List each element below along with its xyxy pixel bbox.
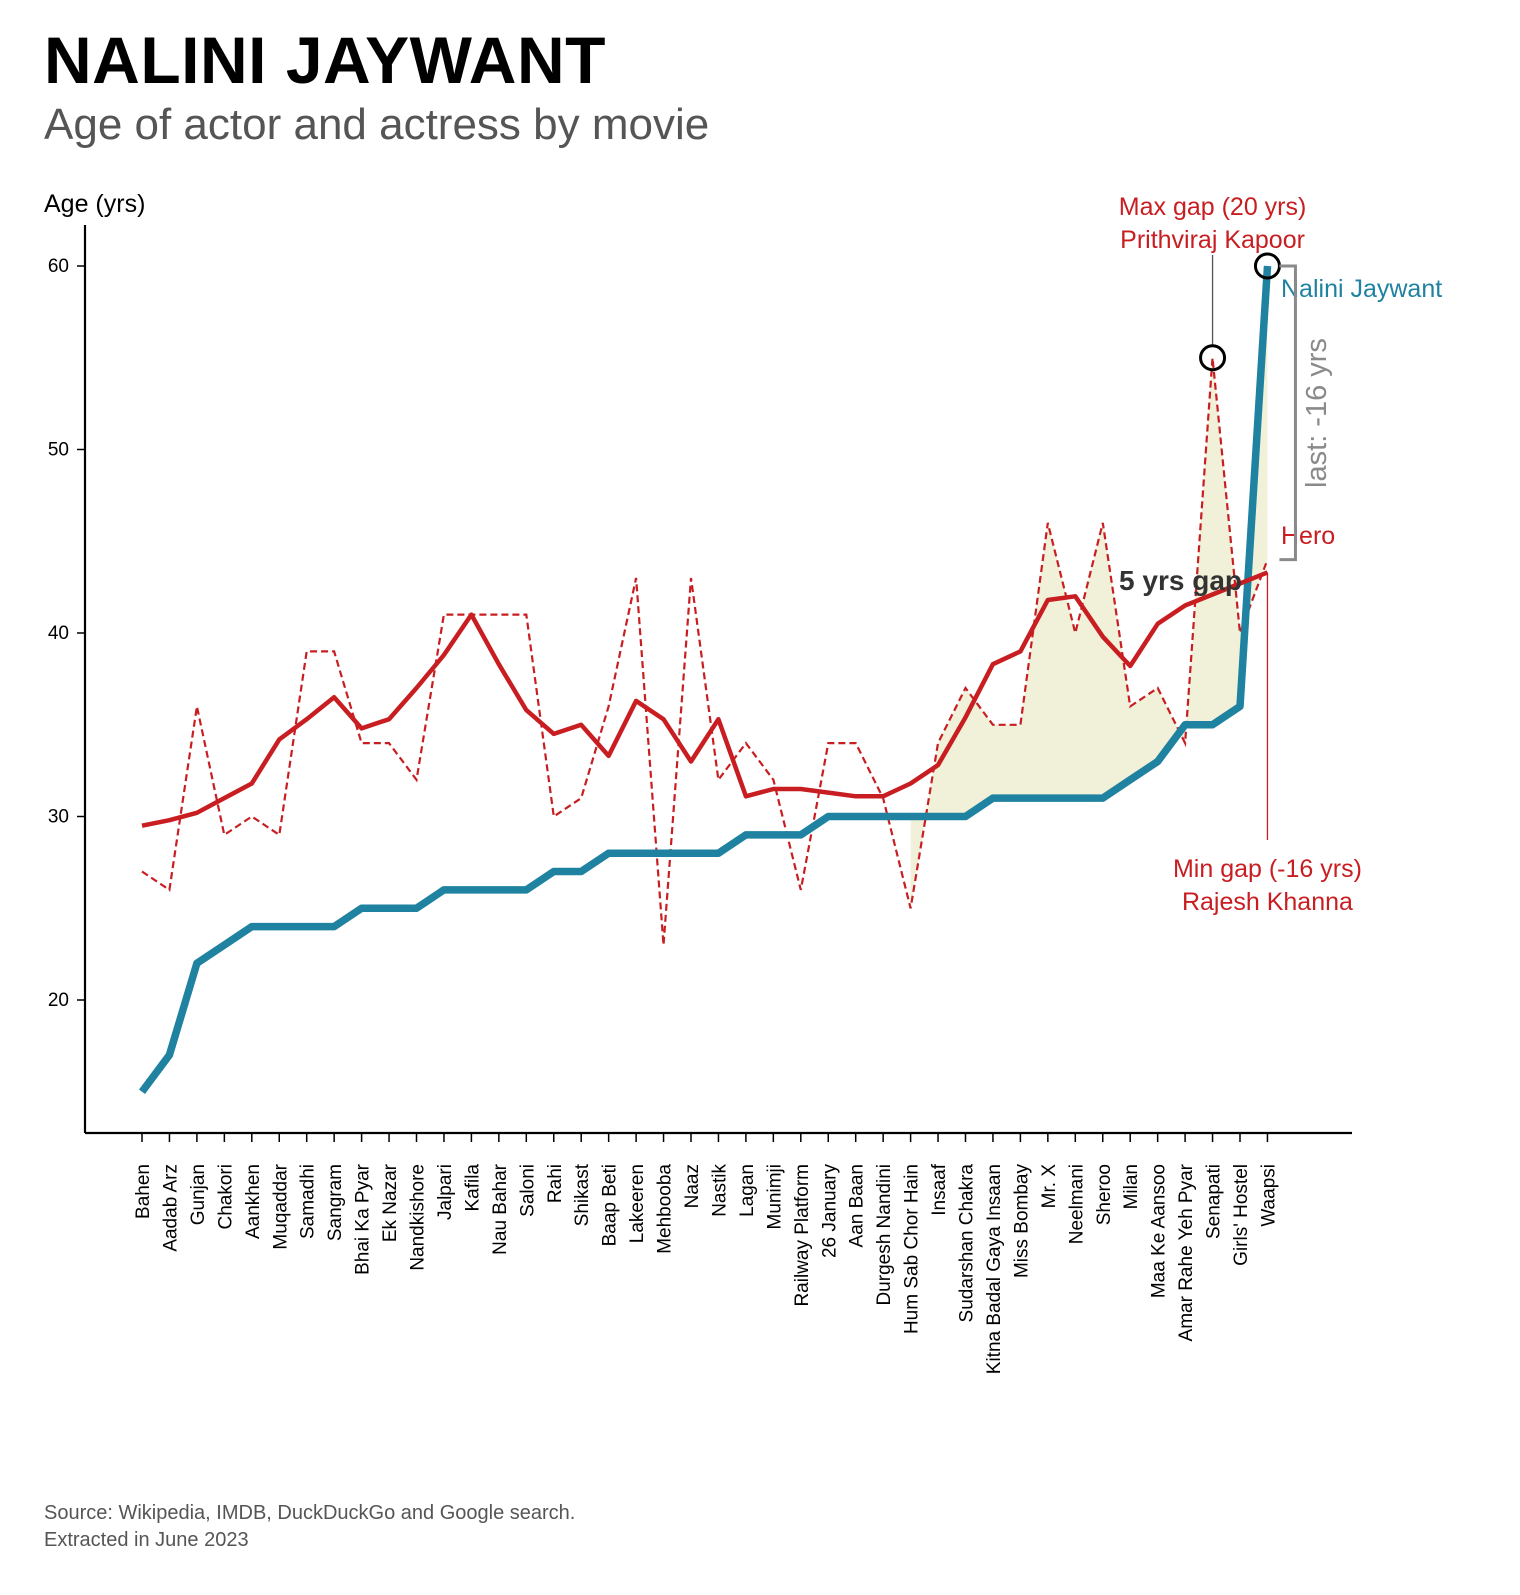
x-tick-label: Nastik bbox=[709, 1164, 730, 1217]
x-tick-label: Samadhi bbox=[298, 1164, 319, 1239]
page-title: NALINI JAYWANT bbox=[44, 23, 606, 97]
x-tick-label: Bhai Ka Pyar bbox=[353, 1163, 374, 1275]
axes-layer: Age (yrs) 20 30 40 50 60 Bahen Aadab Arz Gunjan C… bbox=[44, 190, 1352, 1374]
x-tick-label: Aadab Arz bbox=[160, 1164, 181, 1252]
min-gap-label: Min gap (-16 yrs) bbox=[1173, 855, 1362, 883]
x-tick-label: Railway Platform bbox=[792, 1164, 813, 1307]
source-note: Source: Wikipedia, IMDB, DuckDuckGo and … bbox=[44, 1500, 575, 1554]
lines-layer bbox=[138, 265, 1272, 1095]
hero-age-line bbox=[141, 357, 1269, 946]
y-tick-label: 50 bbox=[48, 440, 69, 461]
source-line-2: Extracted in June 2023 bbox=[44, 1529, 249, 1551]
x-tick-label: Naaz bbox=[682, 1164, 703, 1208]
x-tick-label: Durgesh Nandini bbox=[874, 1164, 895, 1306]
last-gap-label: last: -16 yrs bbox=[1301, 338, 1333, 488]
y-tick-label: 30 bbox=[48, 807, 69, 828]
x-tick-label: Muqaddar bbox=[270, 1163, 291, 1249]
actress-series-label: Nalini Jaywant bbox=[1281, 275, 1442, 303]
x-tick-label: Amar Rahe Yeh Pyar bbox=[1176, 1163, 1197, 1341]
gap-area bbox=[910, 266, 1268, 909]
x-tick-label: Neelmani bbox=[1066, 1164, 1087, 1244]
x-tick-label: Kafila bbox=[462, 1164, 483, 1212]
x-tick-label: Sheroo bbox=[1094, 1164, 1115, 1225]
x-tick-label: Kitna Badal Gaya Insaan bbox=[984, 1164, 1005, 1374]
x-tick-label: Munimji bbox=[764, 1164, 785, 1229]
min-gap-name: Rajesh Khanna bbox=[1182, 888, 1353, 916]
x-tick-label: Lagan bbox=[737, 1164, 758, 1217]
source-line-1: Source: Wikipedia, IMDB, DuckDuckGo and … bbox=[44, 1502, 576, 1524]
max-gap-marker bbox=[1199, 344, 1227, 372]
x-tick-label: Gunjan bbox=[188, 1164, 209, 1225]
x-tick-label: Baap Beti bbox=[600, 1164, 621, 1246]
age-chart: Age (yrs) 20 30 40 50 60 Bahen Aadab Arz Gunjan C… bbox=[44, 190, 1442, 1374]
x-tick-label: Shikast bbox=[572, 1163, 593, 1226]
x-tick-label: Milan bbox=[1121, 1164, 1142, 1209]
hero-series-label: Hero bbox=[1281, 522, 1335, 550]
max-gap-name: Prithviraj Kapoor bbox=[1120, 226, 1305, 254]
x-tick-label: Saloni bbox=[517, 1164, 538, 1217]
y-tick-label: 40 bbox=[48, 623, 69, 644]
x-tick-label: Mehbooba bbox=[655, 1164, 676, 1254]
x-tick-label: Bahen bbox=[133, 1164, 154, 1219]
x-tick-label: Chakori bbox=[215, 1164, 236, 1229]
x-tick-label: Maa Ke Aansoo bbox=[1149, 1164, 1170, 1298]
last-gap-bracket bbox=[1279, 264, 1297, 562]
x-tick-label: Aankhen bbox=[243, 1164, 264, 1239]
actress-age-line bbox=[138, 265, 1272, 1095]
x-tick-label: Nandkishore bbox=[408, 1164, 429, 1271]
x-tick-label: Mr. X bbox=[1039, 1164, 1060, 1209]
x-tick-label: Sudarshan Chakra bbox=[957, 1164, 978, 1323]
x-tick-label: Lakeeren bbox=[627, 1164, 648, 1243]
x-tick-label: Ek Nazar bbox=[380, 1163, 401, 1242]
x-tick-label: Hum Sab Chor Hain bbox=[902, 1164, 923, 1334]
annotations-layer: Max gap (20 yrs) Prithviraj Kapoor Nalini … bbox=[1119, 193, 1442, 916]
x-tick-label: Aan Baan bbox=[847, 1164, 868, 1247]
page-subtitle: Age of actor and actress by movie bbox=[44, 100, 710, 149]
y-tick-label: 60 bbox=[48, 256, 69, 277]
x-tick-label: Senapati bbox=[1204, 1164, 1225, 1239]
x-tick-label: Miss Bombay bbox=[1011, 1164, 1032, 1279]
x-tick-label: 26 January bbox=[819, 1164, 840, 1259]
x-tick-label: Jalpari bbox=[435, 1164, 456, 1220]
x-tick-label: Nau Bahar bbox=[490, 1163, 511, 1255]
y-tick-label: 20 bbox=[48, 990, 69, 1011]
x-tick-label: Girls' Hostel bbox=[1231, 1164, 1252, 1266]
y-axis-label: Age (yrs) bbox=[44, 190, 145, 218]
x-tick-label: Insaaf bbox=[929, 1163, 950, 1215]
gap-fill-layer bbox=[910, 266, 1268, 909]
max-gap-label: Max gap (20 yrs) bbox=[1119, 193, 1307, 221]
x-tick-label: Sangram bbox=[325, 1164, 346, 1241]
x-tick-label: Waapsi bbox=[1258, 1164, 1279, 1227]
x-tick-label: Rahi bbox=[545, 1164, 566, 1203]
avg-gap-label: 5 yrs gap bbox=[1119, 565, 1242, 596]
hero-trend-line bbox=[141, 570, 1269, 828]
